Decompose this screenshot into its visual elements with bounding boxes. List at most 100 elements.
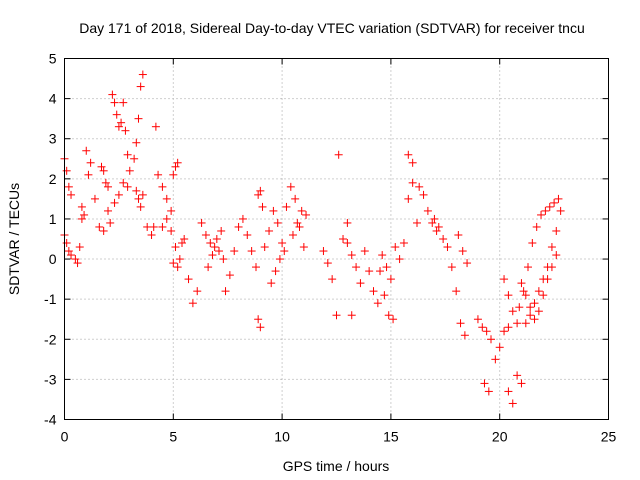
data-point <box>495 343 504 352</box>
data-point <box>443 243 452 252</box>
data-point <box>528 239 537 248</box>
data-point <box>547 243 556 252</box>
data-point <box>136 82 145 91</box>
data-point <box>204 263 213 272</box>
data-point <box>473 315 482 324</box>
y-tick-label: 2 <box>49 171 57 187</box>
data-point <box>428 218 437 227</box>
data-point <box>504 323 513 332</box>
data-point <box>378 251 387 260</box>
data-point <box>99 166 108 175</box>
data-point <box>458 247 467 256</box>
data-point <box>334 150 343 159</box>
data-point <box>347 251 356 260</box>
data-point <box>369 287 378 296</box>
data-point <box>399 239 408 248</box>
data-point <box>291 194 300 203</box>
data-point <box>158 222 167 231</box>
data-point <box>434 222 443 231</box>
data-point <box>210 243 219 252</box>
data-point <box>282 202 291 211</box>
data-point <box>513 371 522 380</box>
data-point <box>75 243 84 252</box>
data-point <box>447 263 456 272</box>
axis-ticks <box>64 58 609 420</box>
data-point <box>243 230 252 239</box>
data-point <box>101 178 110 187</box>
data-point <box>343 218 352 227</box>
data-point <box>178 239 187 248</box>
data-point <box>258 202 267 211</box>
data-point <box>171 162 180 171</box>
data-point <box>267 279 276 288</box>
data-point <box>347 311 356 320</box>
data-point <box>80 210 89 219</box>
data-point <box>132 138 141 147</box>
data-point <box>86 158 95 167</box>
data-point <box>230 247 239 256</box>
data-point <box>77 202 86 211</box>
data-point <box>238 214 247 223</box>
data-point <box>508 399 517 408</box>
data-point <box>295 222 304 231</box>
data-point <box>193 287 202 296</box>
data-point <box>184 275 193 284</box>
x-tick-labels: 0 5 10 15 20 25 <box>61 429 617 445</box>
data-point <box>278 239 287 248</box>
data-point <box>404 194 413 203</box>
data-point <box>382 263 391 272</box>
data-point <box>530 299 539 308</box>
data-point <box>430 214 439 223</box>
data-point <box>206 239 215 248</box>
data-point <box>97 162 106 171</box>
data-point <box>391 243 400 252</box>
data-point <box>328 275 337 284</box>
data-point <box>539 291 548 300</box>
data-point <box>104 206 113 215</box>
y-tick-label: -3 <box>44 371 57 387</box>
data-point <box>460 331 469 340</box>
data-point <box>526 311 535 320</box>
data-point <box>234 222 243 231</box>
data-point <box>552 251 561 260</box>
data-point <box>171 243 180 252</box>
data-point <box>251 263 260 272</box>
data-point <box>480 379 489 388</box>
data-point <box>99 226 108 235</box>
data-point <box>376 267 385 276</box>
data-point <box>534 287 543 296</box>
data-point <box>302 210 311 219</box>
data-point <box>108 90 117 99</box>
data-point <box>299 243 308 252</box>
x-tick-label: 10 <box>274 429 290 445</box>
data-point <box>530 315 539 324</box>
data-point <box>319 247 328 256</box>
data-point <box>463 259 472 268</box>
data-point <box>104 182 113 191</box>
data-point <box>500 275 509 284</box>
data-point <box>389 315 398 324</box>
data-point <box>90 194 99 203</box>
data-point <box>188 299 197 308</box>
data-point <box>513 319 522 328</box>
data-point <box>288 230 297 239</box>
data-point <box>271 267 280 276</box>
y-tick-label: -2 <box>44 331 57 347</box>
data-point <box>356 279 365 288</box>
data-point <box>77 214 86 223</box>
data-point <box>545 202 554 211</box>
data-point <box>173 263 182 272</box>
data-point <box>360 247 369 256</box>
data-point <box>423 206 432 215</box>
data-point <box>404 150 413 159</box>
data-point <box>280 247 289 256</box>
data-point <box>373 299 382 308</box>
data-point <box>384 311 393 320</box>
data-point <box>149 222 158 231</box>
data-point <box>491 355 500 364</box>
data-point <box>134 194 143 203</box>
data-point <box>515 303 524 312</box>
data-point <box>504 291 513 300</box>
data-point <box>125 166 134 175</box>
